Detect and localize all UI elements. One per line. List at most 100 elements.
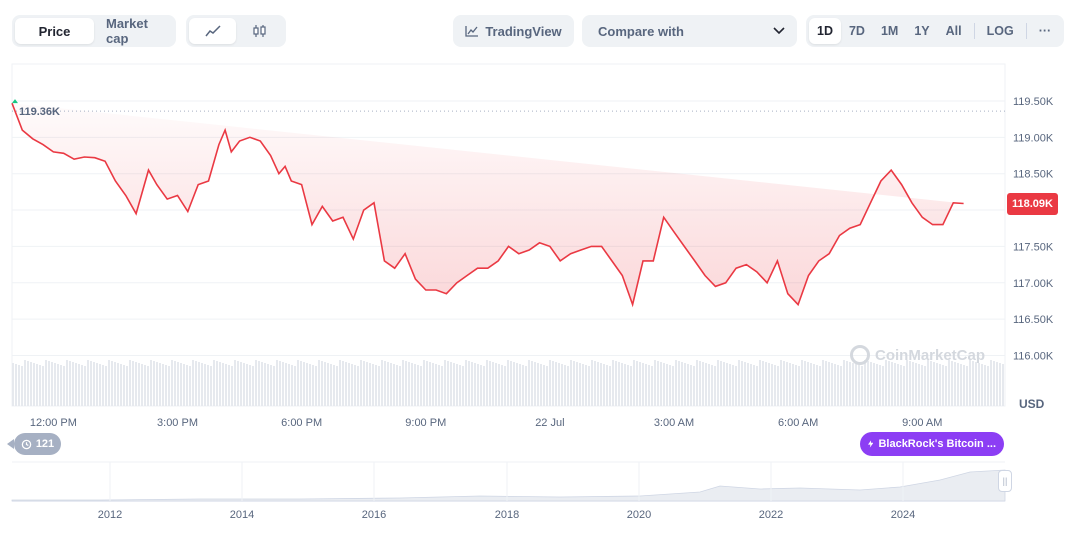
volume-bar	[699, 361, 701, 406]
volume-bar	[111, 361, 113, 406]
volume-bar	[279, 361, 281, 406]
volume-bar	[504, 366, 506, 406]
range-1y[interactable]: 1Y	[914, 24, 930, 38]
volume-bar	[900, 365, 902, 406]
log-scale-toggle[interactable]: LOG	[986, 24, 1014, 38]
market-cap-tab[interactable]: Market cap	[106, 16, 148, 46]
volume-bar	[249, 365, 251, 406]
volume-bar	[312, 365, 314, 406]
volume-bar	[210, 366, 212, 406]
volume-bar	[624, 364, 626, 406]
volume-bar	[837, 365, 839, 406]
volume-bar	[633, 360, 635, 406]
volume-bar	[360, 360, 362, 406]
volume-bar	[453, 363, 455, 406]
volume-bar	[501, 365, 503, 406]
price-tab[interactable]: Price	[15, 18, 94, 44]
volume-bar	[381, 360, 383, 406]
volume-bar	[165, 365, 167, 406]
volume-bar	[999, 363, 1001, 406]
volume-bar	[516, 363, 518, 406]
compare-with-dropdown[interactable]: Compare with	[582, 15, 797, 47]
volume-bar	[843, 360, 845, 406]
volume-bar	[555, 362, 557, 406]
volume-bar	[69, 361, 71, 406]
volume-bar	[747, 363, 749, 406]
volume-bar	[615, 361, 617, 406]
volume-bar	[261, 362, 263, 406]
volume-bar	[435, 364, 437, 406]
volume-bar	[849, 362, 851, 406]
volume-bar	[735, 366, 737, 406]
volume-bar	[18, 365, 20, 406]
volume-bar	[366, 362, 368, 406]
volume-bar	[477, 364, 479, 406]
volume-bar	[180, 363, 182, 406]
volume-bar	[177, 362, 179, 406]
volume-bar	[363, 361, 365, 406]
volume-bar	[402, 360, 404, 406]
line-chart-icon[interactable]	[189, 18, 236, 44]
y-tick-label: 117.50K	[1013, 241, 1054, 253]
volume-bar	[456, 364, 458, 406]
volume-bar	[336, 366, 338, 406]
more-horizontal-icon[interactable]: ···	[1038, 24, 1052, 38]
volume-bar	[774, 365, 776, 406]
tradingview-button[interactable]: TradingView	[453, 15, 574, 47]
volume-bar	[666, 364, 668, 406]
volume-bar	[459, 365, 461, 406]
volume-bar	[672, 366, 674, 406]
volume-bar	[303, 362, 305, 406]
volume-bar	[657, 361, 659, 406]
volume-bar	[888, 361, 890, 406]
volume-bar	[690, 365, 692, 406]
volume-bar	[810, 363, 812, 406]
volume-bar	[990, 360, 992, 406]
volume-bar	[183, 364, 185, 406]
volume-bar	[804, 361, 806, 406]
volume-bar	[357, 366, 359, 406]
volume-bar	[168, 366, 170, 406]
volume-bar	[993, 361, 995, 406]
volume-bar	[780, 360, 782, 406]
volume-bar	[414, 364, 416, 406]
volume-bar	[81, 365, 83, 406]
start-marker-icon	[12, 99, 18, 104]
volume-bar	[483, 366, 485, 406]
volume-bar	[198, 362, 200, 406]
volume-bar	[777, 366, 779, 406]
volume-bar	[48, 361, 50, 406]
price-line	[11, 102, 964, 308]
volume-bar	[732, 365, 734, 406]
range-1d[interactable]: 1D	[809, 18, 841, 44]
volume-bar	[705, 363, 707, 406]
drag-handle-icon[interactable]: ||	[998, 470, 1012, 492]
volume-bar	[447, 361, 449, 406]
volume-bar	[15, 364, 17, 406]
volume-bar	[96, 363, 98, 406]
volume-bar	[399, 366, 401, 406]
volume-bar	[324, 362, 326, 406]
range-7d[interactable]: 7D	[848, 24, 865, 38]
volume-bar	[669, 365, 671, 406]
volume-bar	[276, 360, 278, 406]
volume-bar	[720, 361, 722, 406]
volume-bar	[354, 365, 356, 406]
range-all[interactable]: All	[945, 24, 962, 38]
volume-bar	[759, 360, 761, 406]
volume-bar	[36, 364, 38, 406]
navigator-year-label: 2012	[98, 509, 122, 521]
volume-bar	[768, 363, 770, 406]
range-1m[interactable]: 1M	[880, 24, 899, 38]
volume-bar	[507, 360, 509, 406]
candlestick-icon[interactable]	[236, 18, 283, 44]
news-event-badge[interactable]: BlackRock's Bitcoin ...	[860, 432, 1004, 456]
events-count-badge[interactable]: 121	[7, 433, 61, 455]
volume-bar	[51, 362, 53, 406]
volume-bar	[876, 364, 878, 406]
volume-bar	[270, 365, 272, 406]
volume-bar	[597, 362, 599, 406]
navigator-year-label: 2018	[495, 509, 519, 521]
volume-bar	[696, 360, 698, 406]
